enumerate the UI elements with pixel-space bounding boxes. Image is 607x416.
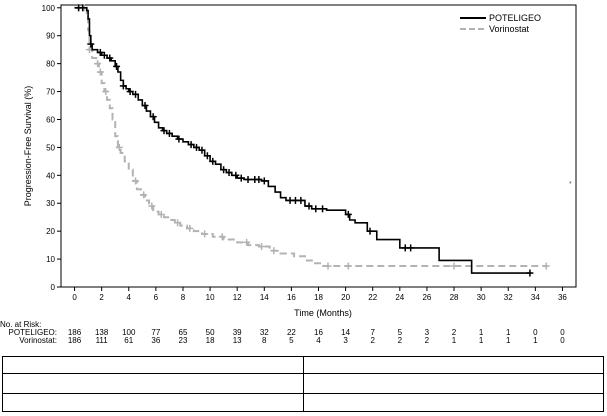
x-tick-label: 14 [260, 293, 269, 302]
risk-value: 2 [397, 336, 403, 345]
risk-value: 1 [506, 336, 511, 345]
risk-value: 22 [286, 328, 296, 337]
risk-value: 4 [316, 336, 321, 345]
risk-value: 61 [124, 336, 134, 345]
y-axis-label: Progression-Free Survival (%) [23, 86, 33, 207]
risk-value: 186 [67, 336, 82, 345]
x-tick-label: 30 [477, 293, 486, 302]
y-tick-label: 40 [46, 171, 55, 180]
risk-value: 39 [232, 328, 242, 337]
risk-value: 111 [95, 336, 108, 345]
survival-curves [74, 4, 550, 277]
risk-value: 65 [178, 328, 188, 337]
empty-table [2, 356, 604, 412]
risk-value: 5 [397, 328, 403, 337]
risk-value: 1 [478, 336, 484, 345]
y-tick-label: 60 [46, 115, 55, 124]
risk-value: 3 [343, 336, 348, 345]
risk-value: 2 [451, 328, 457, 337]
legend-label-vorinostat: Vorinostat [489, 24, 530, 34]
pfs-chart: 0 2 4 6 8 10 12 14 16 18 20 22 24 26 28 30 32 34 360102030… [23, 4, 577, 318]
y-tick-label: 20 [46, 227, 55, 236]
risk-row-label-vorinostat: Vorinostat: [19, 336, 57, 345]
risk-value: 23 [178, 336, 188, 345]
x-tick-label: 0 [72, 293, 77, 302]
x-tick-label: 24 [395, 293, 404, 302]
y-tick-label: 30 [46, 199, 55, 208]
legend: POTELIGEO Vorinostat [460, 13, 541, 34]
risk-value: 32 [259, 328, 269, 337]
x-tick-label: 2 [99, 293, 104, 302]
risk-value: 3 [424, 328, 430, 337]
risk-value: 8 [262, 336, 267, 345]
x-tick-label: 36 [558, 293, 567, 302]
y-tick-label: 50 [46, 143, 55, 152]
x-tick-label: 32 [504, 293, 513, 302]
x-tick-label: 34 [531, 293, 540, 302]
x-tick-label: 26 [422, 293, 431, 302]
x-tick-label: 18 [314, 293, 323, 302]
risk-value: 0 [560, 336, 565, 345]
y-tick-label: 10 [46, 255, 55, 264]
y-tick-label: 90 [46, 32, 55, 41]
x-tick-label: 22 [368, 293, 377, 302]
risk-value: 100 [122, 328, 136, 337]
risk-value: 1 [533, 336, 538, 345]
plot-frame [60, 4, 577, 288]
risk-value: 16 [314, 328, 323, 337]
risk-value: 186 [67, 328, 82, 337]
risk-value: 18 [205, 336, 215, 345]
risk-value: 13 [232, 336, 242, 345]
risk-row-label-poteligeo: POTELIGEO: [8, 328, 57, 337]
risk-value: 50 [205, 328, 215, 337]
risk-value: 1 [506, 328, 511, 337]
axis-ticks: 0 2 4 6 8 10 12 14 16 18 20 22 24 26 28 30 32 34 360102030… [42, 4, 568, 302]
risk-value: 1 [451, 336, 457, 345]
risk-value: 138 [94, 328, 109, 337]
table-column-divider [303, 357, 304, 411]
y-tick-label: 80 [46, 60, 55, 69]
x-tick-label: 6 [154, 293, 159, 302]
y-tick-label: 0 [51, 283, 56, 292]
y-tick-label: 70 [46, 88, 55, 97]
legend-label-poteligeo: POTELIGEO [489, 13, 541, 23]
risk-value: 0 [533, 328, 538, 337]
x-tick-label: 8 [181, 293, 186, 302]
series-line-poteligeo [74, 6, 532, 274]
risk-value: 14 [341, 328, 351, 337]
risk-value: 2 [370, 336, 375, 345]
risk-value: 7 [370, 328, 375, 337]
x-tick-label: 20 [341, 293, 350, 302]
risk-value: 77 [151, 328, 161, 337]
risk-value: 0 [560, 328, 565, 337]
x-tick-label: 4 [127, 293, 132, 302]
series-line-vorinostat [74, 6, 548, 268]
x-tick-label: 28 [450, 293, 459, 302]
x-tick-label: 10 [206, 293, 215, 302]
risk-value: 1 [478, 328, 484, 337]
risk-value: 2 [424, 336, 430, 345]
y-tick-label: 100 [42, 4, 56, 13]
risk-value: 5 [289, 336, 294, 345]
stray-mark: * [569, 181, 572, 188]
x-tick-label: 12 [233, 293, 242, 302]
x-tick-label: 16 [287, 293, 296, 302]
x-axis-label: Time (Months) [294, 308, 352, 318]
risk-value: 36 [151, 336, 161, 345]
risk-table-header: No. at Risk: [0, 320, 42, 329]
